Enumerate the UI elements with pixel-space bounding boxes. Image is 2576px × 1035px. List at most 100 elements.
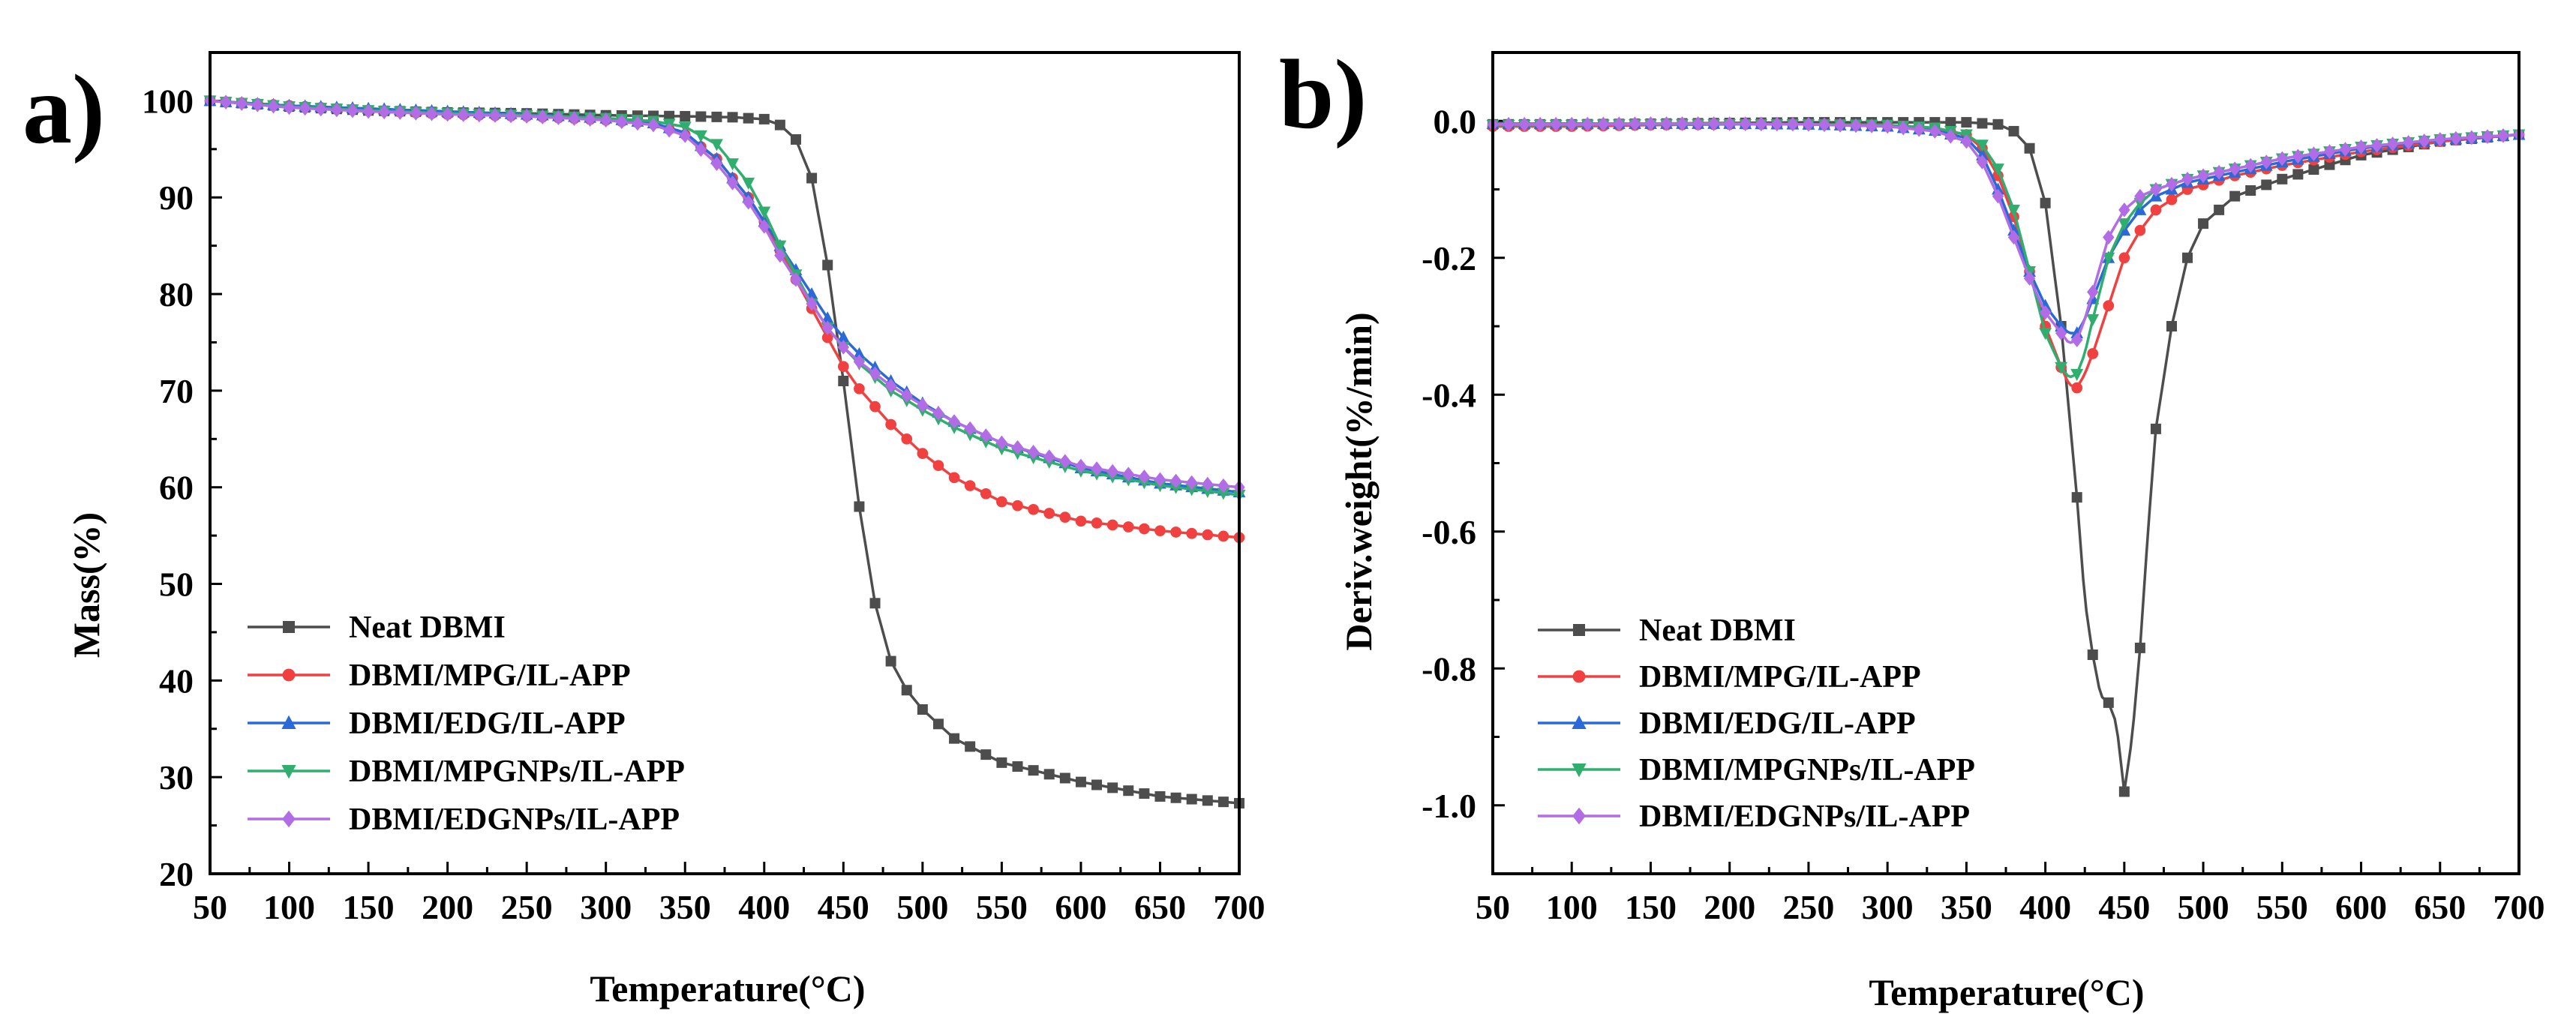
panel-a-series-3-point — [1217, 488, 1230, 500]
panel-b-series-4-point — [1692, 116, 1704, 131]
panel-a-legend-label: DBMI/MPGNPs/IL-APP — [349, 754, 685, 789]
panel-a-legend: Neat DBMI DBMI/MPG/IL-APP DBMI/EDG/IL-APP D… — [248, 610, 685, 837]
panel-b-series-3-point — [2102, 252, 2115, 265]
panel-a-series-1-point — [1028, 503, 1039, 515]
panel-b-plot-frame — [1491, 51, 2520, 875]
panel-a-series-4-point — [584, 112, 596, 127]
panel-b-series-0-point — [2118, 786, 2130, 797]
panel-a-series-0-point — [1091, 779, 1103, 790]
panel-a-mass-chart: a) Mass(%) Temperature(°C) 50 100 150 200 25… — [23, 51, 1265, 1010]
panel-b-series-4-point — [2418, 134, 2430, 148]
panel-a-series-0-point — [1075, 776, 1086, 788]
panel-a-series — [203, 93, 1246, 808]
panel-a-series-4-point — [1011, 440, 1024, 455]
panel-a-series-4-point — [362, 104, 374, 119]
panel-b-series-3-point — [2070, 368, 2084, 381]
panel-a-series-3-point — [1201, 485, 1214, 498]
panel-a-series-0-point — [680, 111, 691, 122]
panel-b-series-4-point — [1881, 118, 1893, 134]
panel-b-series-1-point — [2134, 224, 2146, 236]
panel-a-series-2-point — [821, 311, 834, 324]
panel-b-series-4-point — [1534, 117, 1546, 132]
panel-a-series-4-point — [1202, 476, 1214, 492]
panel-b-series-3-point — [2055, 362, 2068, 374]
panel-b-series-4-point — [2339, 142, 2352, 157]
panel-a-series-1-point — [885, 418, 896, 430]
panel-a-series-0-point — [980, 749, 992, 760]
panel-a-series-4-point — [742, 194, 755, 210]
panel-b-series-4-point — [2134, 188, 2146, 204]
panel-b-series-0-point — [2245, 185, 2256, 196]
panel-a-x-tick-label: 600 — [1055, 888, 1106, 926]
panel-a-series-0-point — [664, 110, 675, 122]
panel-a-series-1-point — [964, 480, 976, 491]
panel-a-series-0 — [205, 95, 1244, 808]
panel-b-series-4-point — [2260, 154, 2272, 170]
panel-b-series-3-point — [1992, 164, 2004, 176]
panel-a-label: a) — [23, 54, 105, 164]
panel-a-series-1-point — [1154, 525, 1166, 537]
panel-b-x-tick-label: 300 — [1862, 888, 1914, 926]
panel-a-series-3-point — [678, 122, 692, 134]
panel-b-series-0-point — [2071, 492, 2082, 503]
panel-b-series-4-point — [2323, 144, 2336, 159]
panel-b-series-3-point — [2086, 314, 2100, 326]
panel-a-series-3-point — [710, 139, 723, 152]
panel-a-series-0-point — [1186, 794, 1197, 805]
panel-b-x-tick-label: 450 — [2098, 888, 2150, 926]
panel-b-series-0-point — [1961, 117, 1972, 128]
panel-b-series-0-point — [2134, 642, 2145, 653]
panel-b-series-0-point — [2024, 142, 2035, 154]
panel-a-x-tick-label: 500 — [896, 888, 948, 926]
panel-a-series-1-point — [917, 448, 929, 459]
panel-a-ticks — [209, 51, 1241, 875]
panel-a-y-tick-label: 100 — [142, 82, 194, 120]
panel-b-series-4-point — [2292, 148, 2304, 164]
panel-b-series-0-point — [1992, 118, 2004, 130]
panel-b-series-4-point — [1723, 116, 1736, 131]
panel-b-series-1-point — [2071, 382, 2083, 394]
panel-a-series-4-point — [1091, 461, 1103, 476]
panel-b-x-tick-label: 50 — [1476, 888, 1510, 926]
panel-a-series-0-point — [1043, 769, 1055, 780]
panel-a-legend-swatch-marker — [281, 715, 296, 729]
panel-a-x-tick-label: 250 — [501, 888, 553, 926]
panel-a-series-4-point — [821, 320, 833, 335]
panel-a-x-axis-title: Temperature(°C) — [590, 968, 865, 1010]
panel-a-legend-label: DBMI/MPG/IL-APP — [349, 658, 631, 693]
panel-b-series-4-point — [2071, 332, 2083, 348]
panel-b-series-1-point — [2087, 348, 2099, 359]
panel-a-legend-item: DBMI/EDG/IL-APP — [248, 706, 626, 741]
panel-b-series-4-point — [2466, 130, 2478, 146]
panel-b-series-4-point — [2229, 161, 2241, 176]
panel-a-series-0-point — [869, 598, 881, 609]
panel-b-series-1 — [1487, 118, 2525, 394]
panel-b-series-4-point — [1897, 120, 1909, 136]
panel-b-legend-swatch-marker — [1572, 715, 1587, 729]
panel-a-series-4-point — [315, 101, 327, 117]
panel-b-series-4-point — [2055, 326, 2067, 340]
panel-a-series-0-point — [1012, 761, 1023, 772]
panel-a-legend-label: Neat DBMI — [349, 610, 506, 645]
panel-a-series-4-point — [425, 106, 438, 122]
panel-a-series-1-point — [837, 361, 849, 373]
panel-b-series-4-point — [1834, 118, 1846, 133]
panel-a-series-1-point — [1075, 515, 1087, 527]
panel-b-legend-swatch-marker — [1572, 670, 1586, 683]
panel-a-series-4-line — [209, 99, 1240, 489]
panel-a-legend-item: DBMI/MPGNPs/IL-APP — [248, 754, 685, 789]
panel-a-series-0-point — [854, 501, 865, 512]
panel-b-series-4-point — [1787, 116, 1799, 132]
panel-a-series-4-point — [616, 114, 628, 130]
panel-b-series-4-point — [2150, 182, 2162, 197]
panel-a-x-tick-label: 650 — [1134, 888, 1186, 926]
panel-b-series-4-point — [1644, 116, 1657, 131]
panel-a-series-3-point — [742, 177, 755, 190]
panel-b-series-4-point — [1929, 124, 1941, 139]
panel-a-series-4-point — [552, 110, 565, 125]
panel-a-series-0-point — [774, 119, 785, 130]
panel-b-series-4-point — [1518, 117, 1530, 132]
panel-b-series-4-point — [2087, 284, 2099, 300]
panel-a-series-3-point — [758, 206, 771, 219]
panel-a-series-0-point — [1154, 790, 1166, 802]
